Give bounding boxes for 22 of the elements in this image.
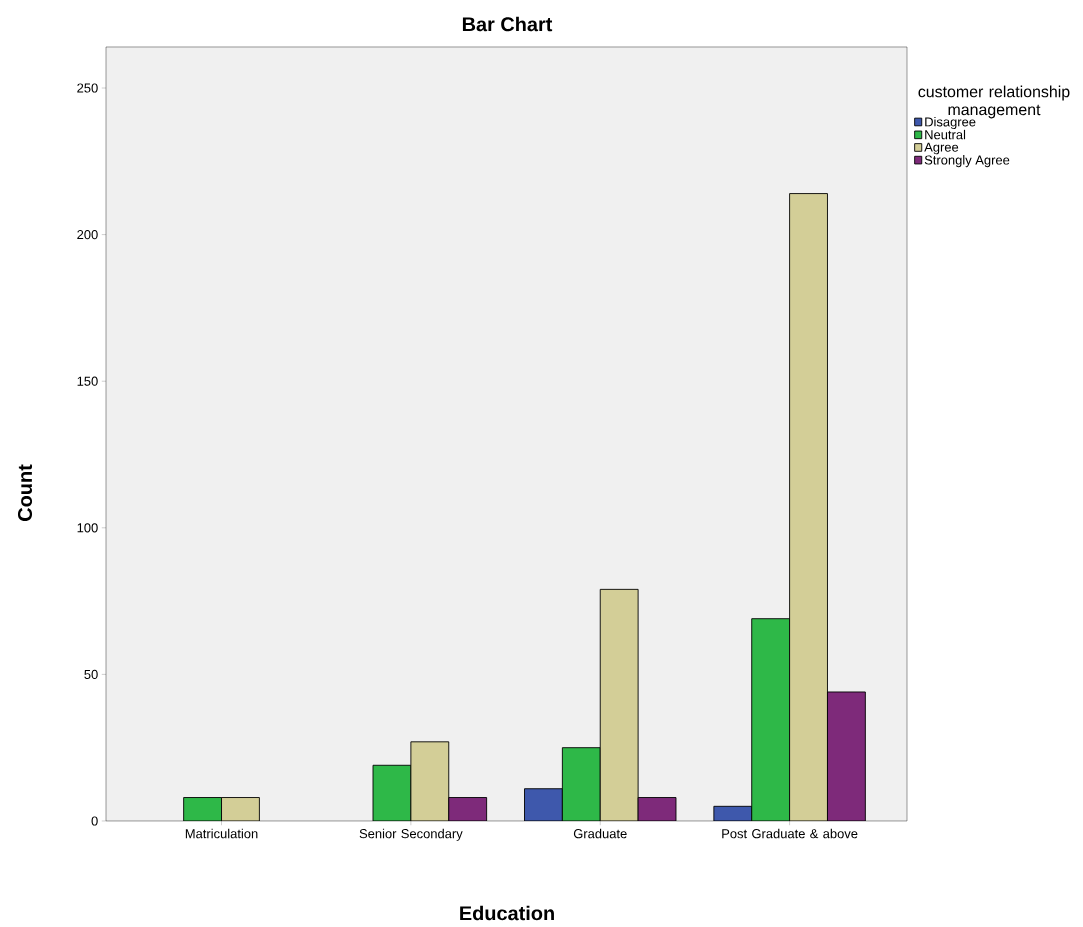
bar	[372, 764, 412, 821]
bar	[561, 747, 601, 821]
y-tick-label: 150	[77, 376, 98, 386]
x-tick-label: Post Graduate & above	[722, 828, 858, 839]
legend-label: Neutral	[925, 129, 966, 140]
y-tick-label: 50	[84, 669, 98, 679]
y-tick-label: 0	[91, 816, 98, 826]
legend-label: Disagree	[925, 116, 976, 130]
x-tick-label: Matriculation	[185, 828, 258, 839]
y-tick-label: 250	[77, 83, 98, 93]
legend-label: Strongly Agree	[924, 155, 1010, 168]
legend-label: Agree	[924, 142, 959, 155]
y-axis-title: Count	[17, 464, 33, 521]
bar	[183, 797, 222, 821]
y-tick-label: 200	[77, 230, 98, 240]
chart-title: Bar Chart	[462, 16, 553, 32]
bar	[524, 788, 563, 821]
x-axis-title: Education	[460, 905, 554, 921]
x-tick-label: Graduate	[573, 828, 627, 839]
x-tick-label: Senior Secondary	[359, 828, 463, 841]
y-tick-label: 100	[77, 523, 98, 533]
bar	[751, 618, 791, 821]
